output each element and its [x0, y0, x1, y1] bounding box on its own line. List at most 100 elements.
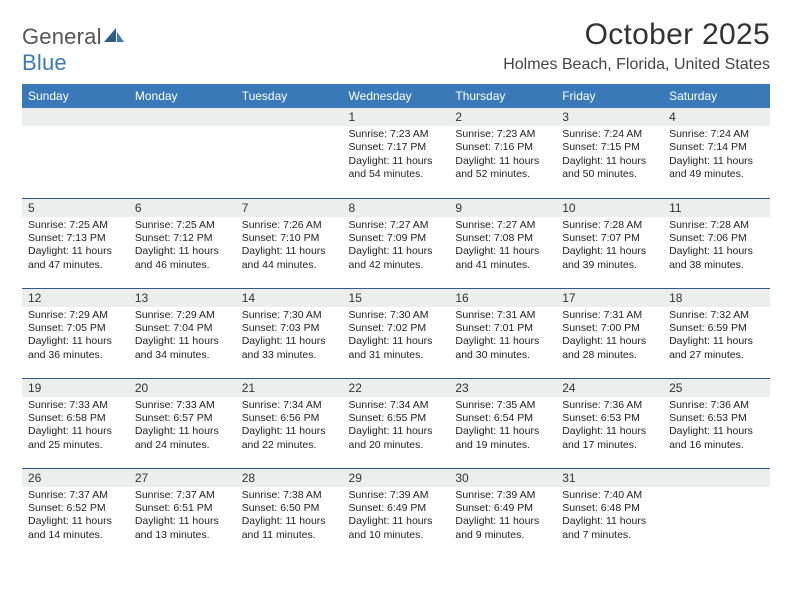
day-details: Sunrise: 7:33 AMSunset: 6:58 PMDaylight:…: [22, 397, 129, 457]
day-number: 10: [556, 199, 663, 217]
daylight-text: Daylight: 11 hours and 34 minutes.: [135, 335, 230, 362]
sunrise-text: Sunrise: 7:29 AM: [28, 309, 123, 322]
location-subtitle: Holmes Beach, Florida, United States: [503, 56, 770, 74]
calendar-day-cell: 2Sunrise: 7:23 AMSunset: 7:16 PMDaylight…: [449, 108, 556, 198]
sunset-text: Sunset: 7:16 PM: [455, 141, 550, 154]
daylight-text: Daylight: 11 hours and 27 minutes.: [669, 335, 764, 362]
sunrise-text: Sunrise: 7:36 AM: [562, 399, 657, 412]
day-details: [236, 126, 343, 188]
day-details: [663, 487, 770, 549]
daylight-text: Daylight: 11 hours and 54 minutes.: [349, 155, 444, 182]
day-details: Sunrise: 7:33 AMSunset: 6:57 PMDaylight:…: [129, 397, 236, 457]
day-number: [663, 469, 770, 487]
calendar-body: 1Sunrise: 7:23 AMSunset: 7:17 PMDaylight…: [22, 108, 770, 558]
day-details: Sunrise: 7:23 AMSunset: 7:16 PMDaylight:…: [449, 126, 556, 186]
daylight-text: Daylight: 11 hours and 46 minutes.: [135, 245, 230, 272]
day-number: 4: [663, 108, 770, 126]
sunrise-text: Sunrise: 7:37 AM: [135, 489, 230, 502]
calendar-day-cell: 1Sunrise: 7:23 AMSunset: 7:17 PMDaylight…: [343, 108, 450, 198]
day-number: 9: [449, 199, 556, 217]
daylight-text: Daylight: 11 hours and 52 minutes.: [455, 155, 550, 182]
day-details: Sunrise: 7:37 AMSunset: 6:52 PMDaylight:…: [22, 487, 129, 547]
day-details: Sunrise: 7:25 AMSunset: 7:13 PMDaylight:…: [22, 217, 129, 277]
calendar-day-cell: 3Sunrise: 7:24 AMSunset: 7:15 PMDaylight…: [556, 108, 663, 198]
header-row: General Blue October 2025 Holmes Beach, …: [22, 18, 770, 76]
calendar-page: General Blue October 2025 Holmes Beach, …: [0, 0, 792, 612]
daylight-text: Daylight: 11 hours and 30 minutes.: [455, 335, 550, 362]
sunrise-text: Sunrise: 7:33 AM: [135, 399, 230, 412]
day-details: Sunrise: 7:39 AMSunset: 6:49 PMDaylight:…: [449, 487, 556, 547]
calendar-day-cell: 24Sunrise: 7:36 AMSunset: 6:53 PMDayligh…: [556, 378, 663, 468]
daylight-text: Daylight: 11 hours and 31 minutes.: [349, 335, 444, 362]
calendar-day-cell: 10Sunrise: 7:28 AMSunset: 7:07 PMDayligh…: [556, 198, 663, 288]
calendar-day-cell: 12Sunrise: 7:29 AMSunset: 7:05 PMDayligh…: [22, 288, 129, 378]
day-details: Sunrise: 7:40 AMSunset: 6:48 PMDaylight:…: [556, 487, 663, 547]
sunrise-text: Sunrise: 7:39 AM: [455, 489, 550, 502]
calendar-table: Sunday Monday Tuesday Wednesday Thursday…: [22, 84, 770, 558]
sunset-text: Sunset: 6:50 PM: [242, 502, 337, 515]
calendar-day-cell: 19Sunrise: 7:33 AMSunset: 6:58 PMDayligh…: [22, 378, 129, 468]
day-details: Sunrise: 7:28 AMSunset: 7:06 PMDaylight:…: [663, 217, 770, 277]
calendar-week-row: 26Sunrise: 7:37 AMSunset: 6:52 PMDayligh…: [22, 468, 770, 558]
calendar-week-row: 12Sunrise: 7:29 AMSunset: 7:05 PMDayligh…: [22, 288, 770, 378]
day-details: Sunrise: 7:26 AMSunset: 7:10 PMDaylight:…: [236, 217, 343, 277]
sunset-text: Sunset: 6:55 PM: [349, 412, 444, 425]
sunrise-text: Sunrise: 7:37 AM: [28, 489, 123, 502]
day-details: Sunrise: 7:36 AMSunset: 6:53 PMDaylight:…: [556, 397, 663, 457]
sunrise-text: Sunrise: 7:32 AM: [669, 309, 764, 322]
sunrise-text: Sunrise: 7:29 AM: [135, 309, 230, 322]
brand-logo: General Blue: [22, 18, 126, 76]
calendar-week-row: 19Sunrise: 7:33 AMSunset: 6:58 PMDayligh…: [22, 378, 770, 468]
day-number: 11: [663, 199, 770, 217]
sunset-text: Sunset: 7:03 PM: [242, 322, 337, 335]
sunset-text: Sunset: 7:00 PM: [562, 322, 657, 335]
day-number: 15: [343, 289, 450, 307]
day-details: Sunrise: 7:30 AMSunset: 7:03 PMDaylight:…: [236, 307, 343, 367]
calendar-day-cell: 15Sunrise: 7:30 AMSunset: 7:02 PMDayligh…: [343, 288, 450, 378]
weekday-header: Sunday: [22, 84, 129, 108]
sunrise-text: Sunrise: 7:34 AM: [242, 399, 337, 412]
day-details: Sunrise: 7:35 AMSunset: 6:54 PMDaylight:…: [449, 397, 556, 457]
day-number: 18: [663, 289, 770, 307]
calendar-day-cell: 23Sunrise: 7:35 AMSunset: 6:54 PMDayligh…: [449, 378, 556, 468]
day-number: 5: [22, 199, 129, 217]
calendar-day-cell: [22, 108, 129, 198]
day-number: 22: [343, 379, 450, 397]
day-number: 2: [449, 108, 556, 126]
calendar-day-cell: 29Sunrise: 7:39 AMSunset: 6:49 PMDayligh…: [343, 468, 450, 558]
daylight-text: Daylight: 11 hours and 11 minutes.: [242, 515, 337, 542]
sunrise-text: Sunrise: 7:34 AM: [349, 399, 444, 412]
brand-text-gray: General: [22, 24, 102, 49]
calendar-day-cell: 14Sunrise: 7:30 AMSunset: 7:03 PMDayligh…: [236, 288, 343, 378]
daylight-text: Daylight: 11 hours and 47 minutes.: [28, 245, 123, 272]
calendar-day-cell: 4Sunrise: 7:24 AMSunset: 7:14 PMDaylight…: [663, 108, 770, 198]
sunrise-text: Sunrise: 7:33 AM: [28, 399, 123, 412]
sunrise-text: Sunrise: 7:28 AM: [562, 219, 657, 232]
daylight-text: Daylight: 11 hours and 20 minutes.: [349, 425, 444, 452]
day-number: 12: [22, 289, 129, 307]
day-details: Sunrise: 7:30 AMSunset: 7:02 PMDaylight:…: [343, 307, 450, 367]
daylight-text: Daylight: 11 hours and 7 minutes.: [562, 515, 657, 542]
daylight-text: Daylight: 11 hours and 36 minutes.: [28, 335, 123, 362]
day-number: 19: [22, 379, 129, 397]
sunset-text: Sunset: 7:14 PM: [669, 141, 764, 154]
sunrise-text: Sunrise: 7:24 AM: [669, 128, 764, 141]
brand-text: General Blue: [22, 24, 126, 76]
calendar-day-cell: 16Sunrise: 7:31 AMSunset: 7:01 PMDayligh…: [449, 288, 556, 378]
day-number: [236, 108, 343, 126]
day-number: [129, 108, 236, 126]
sunset-text: Sunset: 7:08 PM: [455, 232, 550, 245]
day-details: Sunrise: 7:37 AMSunset: 6:51 PMDaylight:…: [129, 487, 236, 547]
sunset-text: Sunset: 6:59 PM: [669, 322, 764, 335]
brand-text-blue: Blue: [22, 50, 67, 75]
day-number: 13: [129, 289, 236, 307]
day-details: Sunrise: 7:25 AMSunset: 7:12 PMDaylight:…: [129, 217, 236, 277]
day-number: 7: [236, 199, 343, 217]
daylight-text: Daylight: 11 hours and 38 minutes.: [669, 245, 764, 272]
sunset-text: Sunset: 6:49 PM: [349, 502, 444, 515]
calendar-day-cell: 22 Sunrise: 7:34 AMSunset: 6:55 PMDayligh…: [343, 378, 450, 468]
day-details: Sunrise: 7:38 AMSunset: 6:50 PMDaylight:…: [236, 487, 343, 547]
sunset-text: Sunset: 6:57 PM: [135, 412, 230, 425]
day-details: Sunrise: 7:24 AMSunset: 7:14 PMDaylight:…: [663, 126, 770, 186]
calendar-week-row: 5Sunrise: 7:25 AMSunset: 7:13 PMDaylight…: [22, 198, 770, 288]
